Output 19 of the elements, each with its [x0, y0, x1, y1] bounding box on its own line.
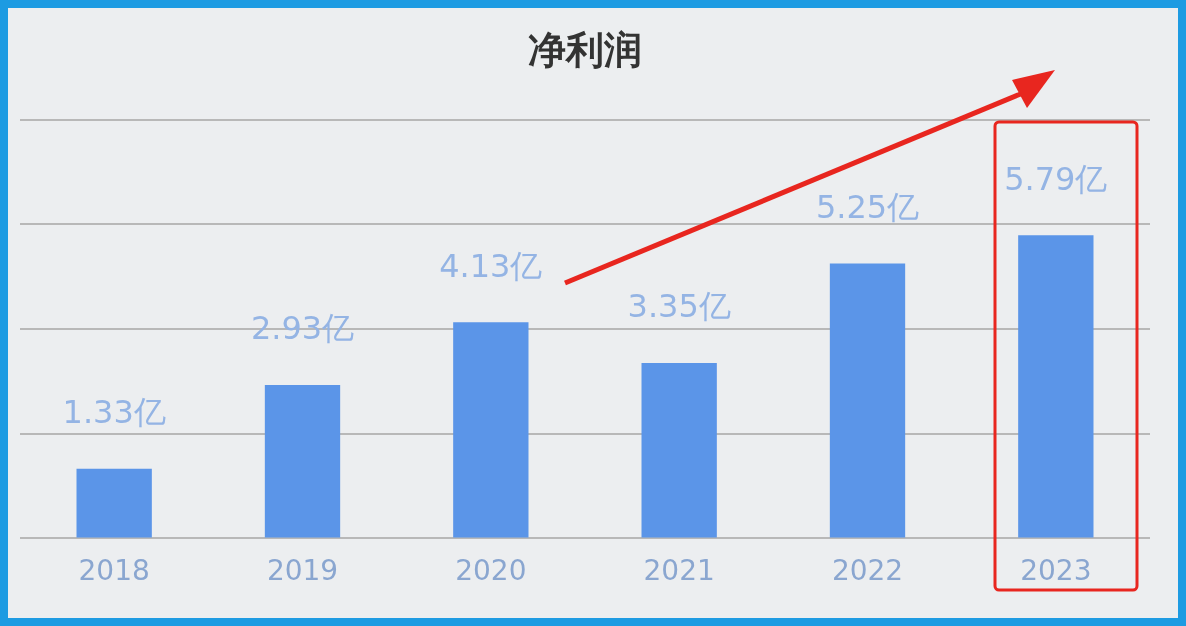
x-tick-label: 2020 [455, 554, 527, 588]
bar [1018, 235, 1094, 538]
data-label: 4.13亿 [439, 246, 543, 285]
bar [76, 468, 152, 538]
x-tick-label: 2021 [643, 554, 715, 588]
x-tick-label: 2022 [831, 554, 904, 588]
data-label: 2.93亿 [250, 309, 355, 348]
bar [641, 363, 717, 538]
x-tick-label: 2023 [1020, 554, 1092, 588]
bar [453, 322, 529, 538]
x-tick-label: 2018 [78, 554, 150, 588]
data-label: 3.35亿 [627, 287, 731, 326]
bar [829, 263, 906, 538]
data-label: 5.25亿 [815, 187, 920, 226]
data-label: 5.79亿 [1004, 159, 1108, 198]
x-tick-label: 2019 [266, 554, 339, 588]
chart-title: 净利润 [528, 27, 642, 72]
data-label: 1.33亿 [62, 393, 166, 432]
bar [264, 385, 341, 538]
